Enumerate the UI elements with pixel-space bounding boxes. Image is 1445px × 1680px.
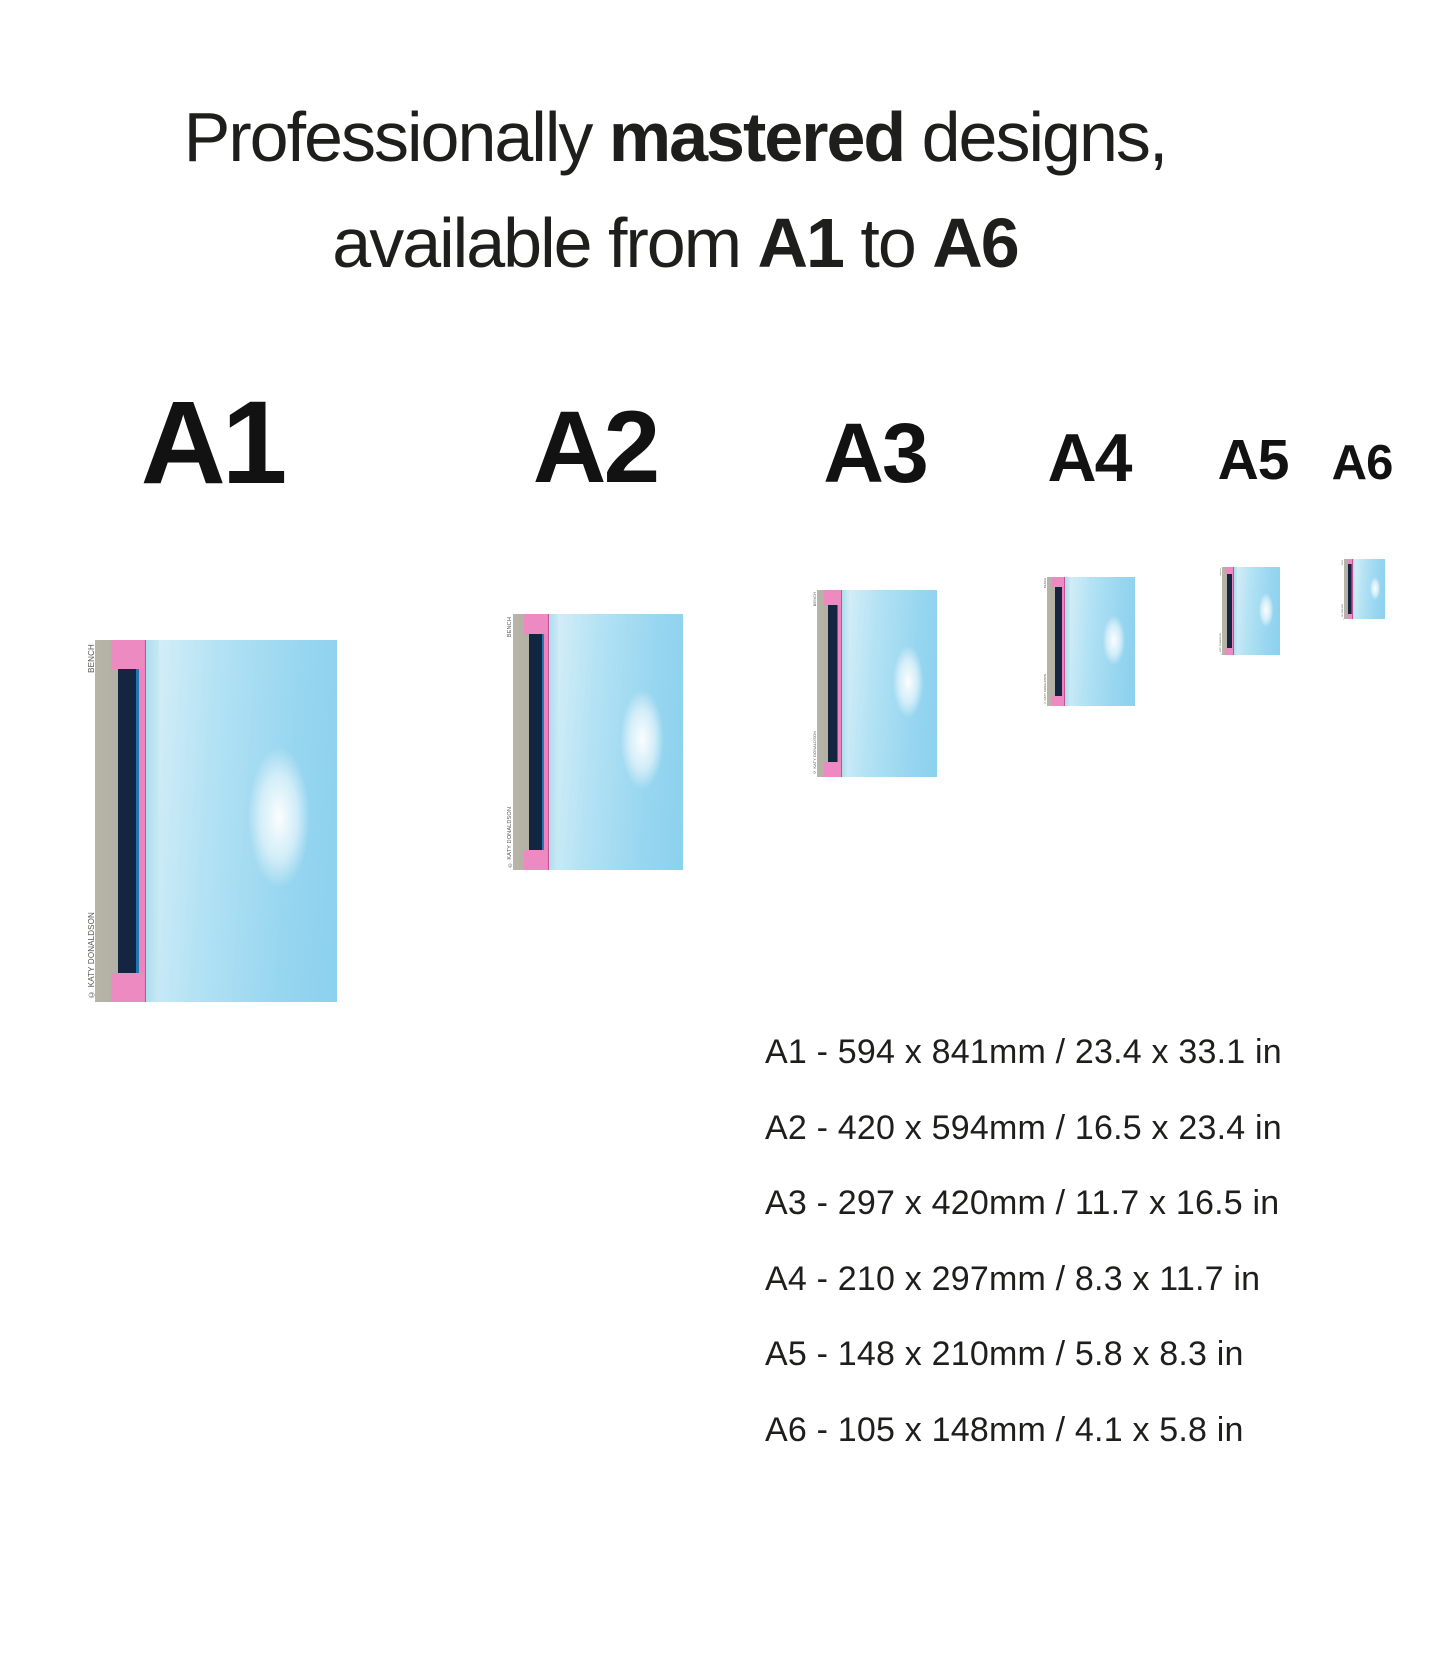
size-label-a4: A4 bbox=[1047, 420, 1133, 496]
pink-bench-icon bbox=[1052, 577, 1068, 706]
title-segment-bold: mastered bbox=[608, 98, 906, 176]
pink-bench-icon bbox=[824, 590, 846, 777]
title-segment: designs, bbox=[904, 98, 1169, 176]
poster-title-caption: BENCH bbox=[1043, 578, 1047, 589]
title-segment: to bbox=[842, 204, 933, 282]
poster-preview-a5: BENCH © KATY DONALDSON bbox=[1220, 567, 1280, 655]
poster-preview-a1: BENCH © KATY DONALDSON bbox=[87, 640, 337, 1002]
title-segment: available from bbox=[332, 204, 758, 282]
size-label-a6: A6 bbox=[1331, 436, 1394, 490]
size-label-a2: A2 bbox=[532, 390, 660, 504]
pink-bench-icon bbox=[110, 640, 153, 1002]
poster-title-caption: BENCH bbox=[507, 616, 513, 637]
size-label-a5: A5 bbox=[1217, 428, 1290, 492]
title-line-2: available from A1 to A6 bbox=[0, 190, 1350, 296]
size-label-a3: A3 bbox=[823, 406, 928, 500]
poster-credit-caption: © KATY DONALDSON bbox=[812, 731, 817, 776]
size-spec-a1: A1 - 594 x 841mm / 23.4 x 33.1 in bbox=[765, 1033, 1282, 1071]
title-line-1: Professionally mastered designs, bbox=[0, 84, 1350, 190]
pink-bench-icon bbox=[1346, 559, 1354, 619]
pink-bench-icon bbox=[1225, 567, 1235, 655]
size-spec-a2: A2 - 420 x 594mm / 16.5 x 23.4 in bbox=[765, 1108, 1282, 1147]
poster-credit-caption: © KATY DONALDSON bbox=[1043, 673, 1047, 705]
poster-preview-a6: BENCH © KATY DONALDSON bbox=[1343, 559, 1385, 619]
poster-credit-caption: © KATY DONALDSON bbox=[1343, 603, 1344, 619]
page-title: Professionally mastered designs, availab… bbox=[0, 84, 1350, 296]
title-segment: Professionally bbox=[183, 98, 609, 176]
poster-title-caption: BENCH bbox=[812, 591, 817, 607]
bench-artwork bbox=[95, 640, 337, 1002]
size-spec-a5: A5 - 148 x 210mm / 5.8 x 8.3 in bbox=[765, 1335, 1244, 1373]
poster-preview-a3: BENCH © KATY DONALDSON bbox=[812, 590, 937, 777]
poster-credit-caption: © KATY DONALDSON bbox=[87, 911, 96, 999]
size-spec-a6: A6 - 105 x 148mm / 4.1 x 5.8 in bbox=[765, 1410, 1244, 1449]
size-label-a1: A1 bbox=[140, 377, 288, 509]
poster-title-caption: BENCH bbox=[1220, 567, 1222, 576]
bench-artwork bbox=[1221, 567, 1280, 655]
bench-artwork bbox=[816, 590, 937, 777]
title-segment-bold: A6 bbox=[932, 204, 1019, 282]
poster-title-caption: BENCH bbox=[87, 643, 96, 673]
size-spec-a4: A4 - 210 x 297mm / 8.3 x 11.7 in bbox=[765, 1259, 1261, 1298]
poster-title-caption: BENCH bbox=[1343, 559, 1344, 565]
size-spec-a3: A3 - 297 x 420mm / 11.7 x 16.5 in bbox=[765, 1184, 1280, 1222]
poster-preview-a2: BENCH © KATY DONALDSON bbox=[507, 614, 683, 870]
bench-artwork bbox=[513, 614, 683, 870]
size-spec-list: A1 - 594 x 841mm / 23.4 x 33.1 in A2 - 4… bbox=[765, 1015, 1282, 1468]
poster-credit-caption: © KATY DONALDSON bbox=[1220, 632, 1222, 655]
bench-artwork bbox=[1344, 559, 1385, 619]
pink-bench-icon bbox=[523, 614, 554, 870]
poster-credit-caption: © KATY DONALDSON bbox=[507, 807, 513, 868]
bench-artwork bbox=[1046, 577, 1135, 706]
title-segment-bold: A1 bbox=[757, 204, 844, 282]
poster-preview-a4: BENCH © KATY DONALDSON bbox=[1043, 577, 1135, 706]
